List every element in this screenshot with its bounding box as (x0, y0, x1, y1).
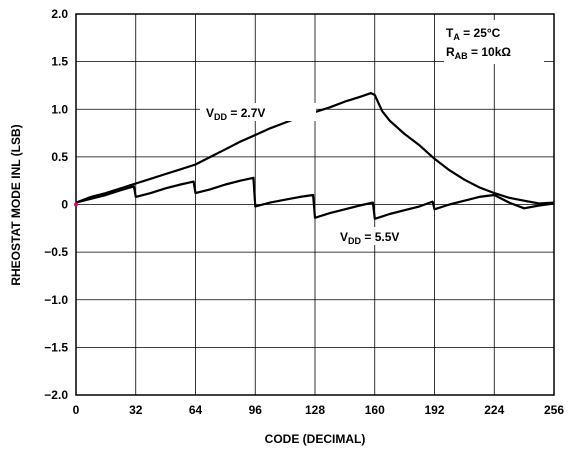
y-tick-label: −0.5 (44, 245, 68, 259)
y-tick-label: 0 (61, 198, 68, 212)
y-tick-label: 2.0 (51, 7, 68, 21)
label-backdrop-vdd55 (336, 227, 426, 245)
x-axis-title: CODE (DECIMAL) (265, 432, 366, 446)
grid-lines (76, 14, 554, 395)
y-tick-label: −1.0 (44, 293, 68, 307)
condition-ta: TA = 25°C (446, 26, 501, 42)
x-tick-label: 64 (189, 403, 203, 417)
series-label-vdd-5-5v: VDD = 5.5V (340, 230, 399, 246)
series-layer (74, 91, 555, 220)
x-tick-label: 192 (424, 403, 444, 417)
series-label-vdd-2-7v: VDD = 2.7V (206, 106, 265, 122)
y-tick-label: −2.0 (44, 388, 68, 402)
series-line-1 (75, 176, 555, 220)
y-tick-label: −1.5 (44, 340, 68, 354)
x-tick-label: 96 (249, 403, 263, 417)
x-tick-label: 256 (544, 403, 564, 417)
x-tick-label: 224 (484, 403, 504, 417)
y-tick-label: 0.5 (51, 150, 68, 164)
series-line-0 (75, 91, 555, 205)
y-tick-label: 1.5 (51, 55, 68, 69)
x-tick-labels: 0 32 64 96 128 160 192 224 256 (73, 403, 565, 417)
x-tick-label: 32 (129, 403, 143, 417)
x-tick-label: 128 (305, 403, 325, 417)
y-axis-title: RHEOSTAT MODE INL (LSB) (9, 124, 23, 285)
x-tick-label: 160 (365, 403, 385, 417)
origin-marker (74, 202, 78, 207)
y-tick-label: 1.0 (51, 102, 68, 116)
conditions-backdrop (444, 20, 544, 64)
label-backdrop-vdd27 (200, 103, 316, 121)
condition-rab: RAB = 10kΩ (446, 45, 511, 61)
x-tick-label: 0 (73, 403, 80, 417)
y-tick-labels: −2.0 −1.5 −1.0 −0.5 0 0.5 1.0 1.5 2.0 (44, 7, 68, 402)
